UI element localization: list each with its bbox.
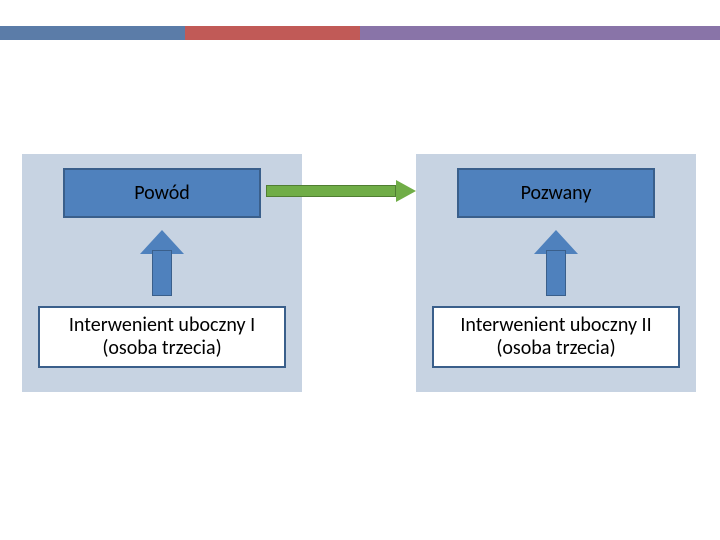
left-panel: Powód Interwenient uboczny I (osoba trze…	[22, 154, 302, 392]
bar-segment-3	[360, 26, 720, 40]
horizontal-arrow-icon	[266, 180, 416, 202]
right-up-arrow-icon	[534, 230, 578, 296]
right-top-label: Pozwany	[521, 182, 592, 205]
top-accent-bar	[0, 26, 720, 40]
left-up-arrow-icon	[140, 230, 184, 296]
right-bottom-box: Interwenient uboczny II (osoba trzecia)	[432, 306, 680, 368]
right-bottom-label: Interwenient uboczny II (osoba trzecia)	[460, 314, 651, 360]
left-top-box: Powód	[63, 168, 261, 218]
right-top-box: Pozwany	[457, 168, 655, 218]
left-top-label: Powód	[134, 182, 190, 205]
left-bottom-box: Interwenient uboczny I (osoba trzecia)	[38, 306, 286, 368]
left-bottom-label: Interwenient uboczny I (osoba trzecia)	[69, 314, 255, 360]
bar-segment-1	[0, 26, 185, 40]
bar-segment-2	[185, 26, 360, 40]
right-panel: Pozwany Interwenient uboczny II (osoba t…	[416, 154, 696, 392]
